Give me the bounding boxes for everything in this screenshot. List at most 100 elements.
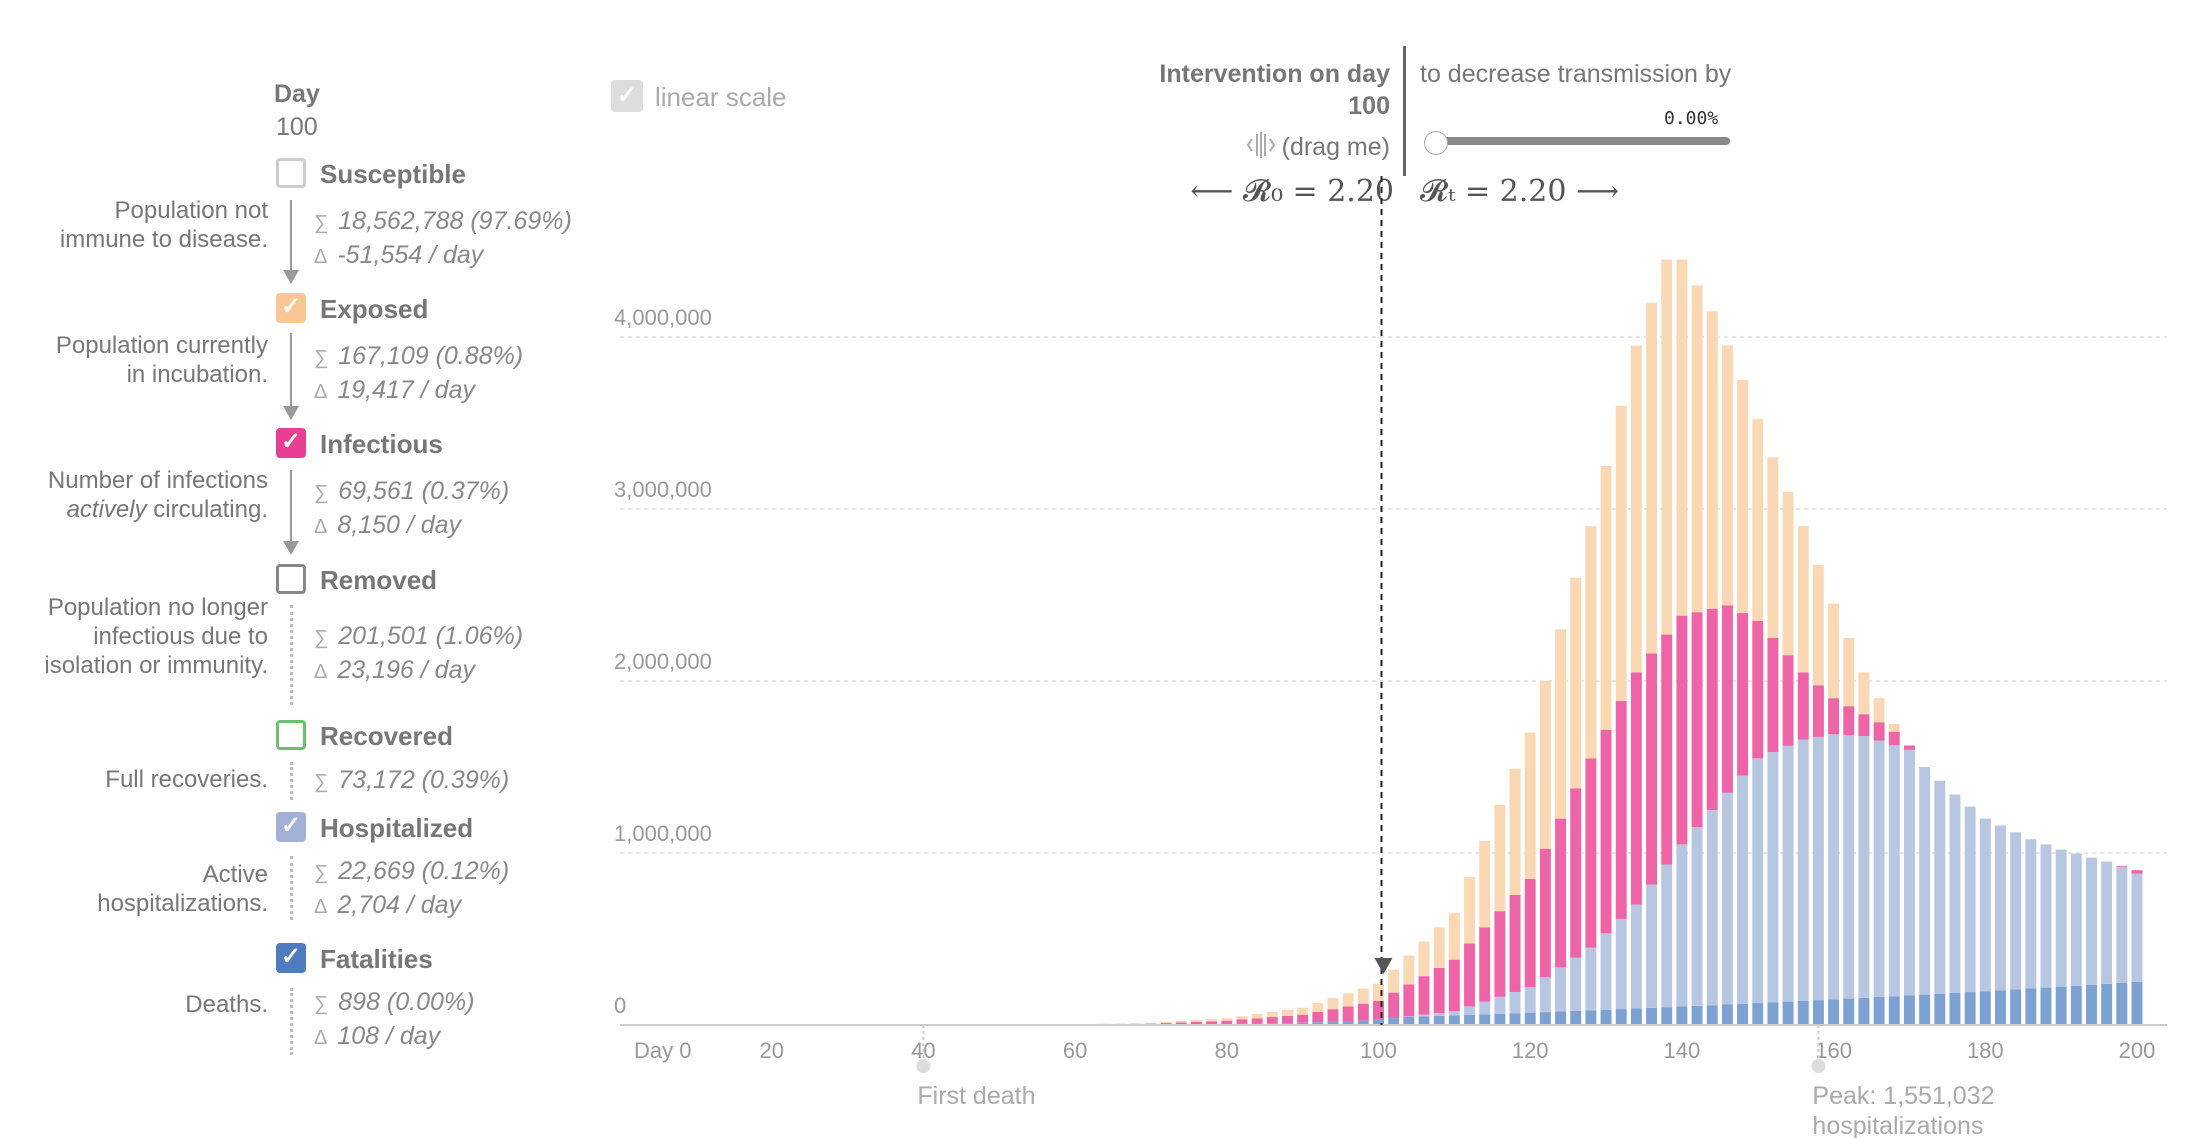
exposed-bar	[1555, 629, 1567, 819]
fatalities-bar	[1494, 1013, 1506, 1025]
linear-scale-checkbox[interactable]: ✓	[611, 80, 643, 112]
annotation-label-line2: hospitalizations	[1812, 1112, 1983, 1138]
infectious-delta: Δ 8,150 / day	[314, 511, 462, 539]
fatalities-bar	[1888, 996, 1900, 1025]
exposed-bar	[1342, 993, 1354, 1007]
hospitalized-bar	[1721, 792, 1733, 1005]
removed-description: Population no longer infectious due to i…	[44, 594, 268, 679]
fatalities-bar	[1524, 1012, 1536, 1025]
hospitalized-bar	[1661, 864, 1673, 1008]
infectious-bar	[1433, 967, 1445, 1013]
infectious-bar	[1266, 1017, 1278, 1024]
hospitalized-bar	[1494, 996, 1506, 1014]
exposed-bar	[1282, 1009, 1293, 1016]
removed-checkbox[interactable]	[276, 564, 306, 594]
hospitalized-flow-line	[290, 856, 293, 920]
infectious-bar	[1524, 878, 1536, 988]
hospitalized-checkbox[interactable]: ✓	[276, 812, 306, 842]
drag-handle-icon	[1246, 130, 1276, 167]
susceptible-checkbox[interactable]	[276, 158, 306, 188]
fatalities-bar	[1357, 1020, 1369, 1025]
infectious-bar	[1873, 722, 1885, 741]
fatalities-bar	[1464, 1014, 1475, 1025]
hospitalized-bar	[1464, 1006, 1475, 1015]
exposed-bar	[1175, 1021, 1187, 1023]
hospitalized-bar	[1691, 827, 1703, 1006]
fatalities-bar	[1403, 1016, 1415, 1025]
hospitalized-bar	[1797, 739, 1809, 1001]
infectious-bar	[1843, 706, 1855, 736]
fatalities-bar	[1388, 1018, 1400, 1025]
infectious-bar	[1312, 1011, 1324, 1023]
hospitalized-bar	[1524, 987, 1536, 1013]
hospitalized-bar	[1995, 825, 2006, 991]
linear-scale-label: linear scale	[655, 82, 787, 112]
infectious-bar	[1251, 1018, 1263, 1024]
exposed-bar	[1266, 1011, 1278, 1018]
hospitalized-bar	[1858, 736, 1870, 998]
hospitalized-bar	[1676, 844, 1688, 1007]
exposed-bar	[1403, 955, 1415, 985]
fatalities-bar	[1418, 1016, 1430, 1025]
exposed-bar	[1873, 698, 1885, 723]
infectious-bar	[1190, 1021, 1202, 1025]
hospitalized-bar	[2055, 849, 2067, 987]
infectious-bar	[1221, 1020, 1233, 1025]
fatalities-bar	[2086, 984, 2097, 1025]
infectious-bar	[1570, 788, 1582, 958]
fatalities-bar	[2010, 989, 2022, 1025]
infectious-bar	[1782, 655, 1794, 746]
fatalities-bar	[1721, 1004, 1733, 1025]
exposed-checkbox[interactable]: ✓	[276, 293, 306, 323]
hospitalized-delta: Δ 2,704 / day	[314, 891, 462, 919]
day-label: Day	[274, 80, 320, 108]
infectious-bar	[1373, 1000, 1384, 1020]
drag-handle[interactable]: (drag me)	[1246, 130, 1390, 167]
infectious-bar	[1646, 653, 1658, 885]
x-tick-label: Day 0	[634, 1038, 691, 1063]
chart-grid	[620, 336, 2167, 854]
exposed-bar	[1888, 724, 1900, 732]
removed-delta: Δ 23,196 / day	[314, 656, 475, 684]
hospitalized-bar	[2070, 853, 2082, 986]
exposed-bar	[1570, 577, 1582, 789]
fatalities-bar	[1479, 1014, 1491, 1025]
exposed-bar	[1721, 345, 1733, 606]
x-tick-label: 80	[1215, 1038, 1239, 1063]
infectious-description: Number of infections actively circulatin…	[47, 467, 268, 523]
slider-knob[interactable]	[1424, 131, 1448, 155]
fatalities-bar	[1995, 990, 2006, 1025]
exposed-sum: ∑ 167,109 (0.88%)	[314, 342, 524, 370]
chart-bars	[629, 259, 2143, 1026]
exposed-bar	[1691, 285, 1703, 613]
fatalities-bar	[1737, 1003, 1749, 1025]
exposed-bar	[1115, 1023, 1127, 1025]
hospitalized-bar	[1782, 745, 1794, 1002]
transmission-slider[interactable]	[1430, 137, 1730, 145]
fatalities-bar	[1752, 1003, 1764, 1025]
hospitalized-bar	[2040, 844, 2052, 988]
hospitalized-bar	[1934, 780, 1946, 994]
recovered-checkbox[interactable]	[276, 720, 306, 750]
fatalities-bar	[1615, 1009, 1627, 1025]
infectious-bar	[1630, 672, 1642, 905]
infectious-checkbox[interactable]: ✓	[276, 428, 306, 458]
hospitalized-bar	[1843, 735, 1855, 999]
recovered-description: Full recoveries.	[105, 766, 268, 793]
infectious-bar	[1539, 848, 1551, 978]
fatalities-bar	[2040, 987, 2052, 1025]
recovered-label: Recovered	[320, 721, 453, 751]
fatalities-bar	[1676, 1006, 1688, 1025]
fatalities-bar	[1691, 1005, 1703, 1025]
fatalities-bar	[1858, 997, 1870, 1025]
annotation-dot	[1811, 1059, 1826, 1073]
removed-label: Removed	[320, 565, 438, 595]
exposed-bar	[1479, 840, 1491, 928]
hospitalized-description: Active hospitalizations.	[97, 861, 268, 917]
recovered-sum: ∑ 73,172 (0.39%)	[314, 766, 510, 794]
infectious-label: Infectious	[320, 429, 443, 459]
infectious-bar	[1661, 634, 1673, 865]
fatalities-checkbox[interactable]: ✓	[276, 943, 306, 973]
susceptible-delta: Δ -51,554 / day	[314, 241, 484, 269]
infectious-bar	[1509, 894, 1521, 992]
